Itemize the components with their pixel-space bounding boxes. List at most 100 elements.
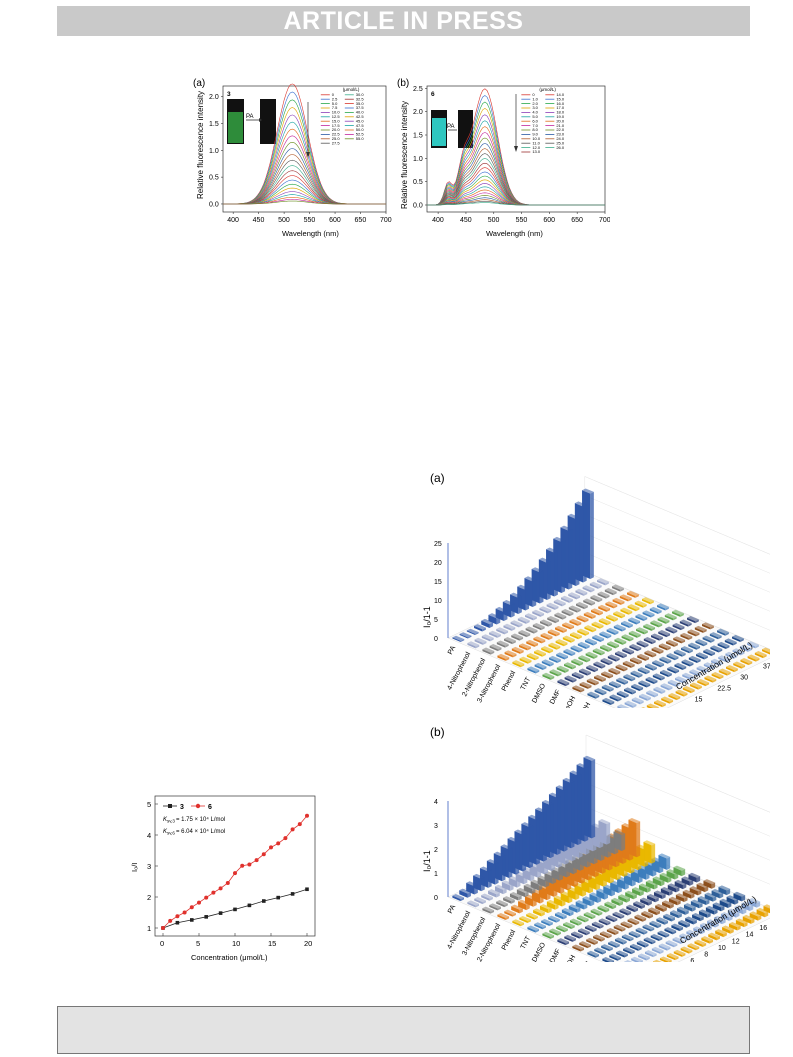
bar-side (646, 956, 650, 961)
bar-top (666, 869, 679, 875)
bar-side (489, 896, 493, 901)
z-tick-label: 25 (434, 541, 442, 548)
bar-top (534, 649, 546, 655)
bar-top (587, 950, 600, 956)
bar-side (530, 870, 535, 881)
bar-top (662, 900, 674, 906)
inset-pa-label: PA (246, 114, 254, 120)
legend-label: 26.0 (556, 145, 565, 150)
bar-top (568, 605, 581, 611)
legend-label: 17.0 (556, 105, 565, 110)
bar-top (569, 770, 582, 776)
bar-front (666, 954, 676, 961)
panel-a-label: (a) (193, 78, 205, 89)
spectrum-curve (223, 191, 386, 205)
bar-top (681, 876, 694, 882)
bar-side (497, 634, 501, 638)
sv-point-6 (197, 900, 201, 905)
bar-top (587, 691, 600, 697)
bar-side (580, 947, 585, 952)
bar-top (597, 905, 610, 911)
bar3d-figure-a: (a) I₀/1-1 0510152025PA4-Nitrophenol2-Ni… (422, 471, 770, 708)
analyte-label: MeOH (562, 954, 578, 962)
bar-side (594, 941, 598, 945)
bar-top (479, 866, 492, 872)
bar-front (604, 589, 614, 596)
bar-front (653, 892, 663, 899)
bar-top (575, 900, 588, 906)
bar-top (683, 903, 696, 909)
bar-side (580, 688, 585, 693)
bar-front (586, 680, 596, 686)
bar-top (667, 679, 680, 685)
bar-side (563, 915, 567, 920)
bar-top (599, 631, 612, 637)
bar-front (700, 924, 709, 931)
bar-front (637, 655, 646, 661)
bar-side (561, 540, 566, 594)
bar-front (733, 893, 742, 902)
bar-front (540, 621, 549, 627)
bar-top (634, 914, 647, 920)
bar-front (620, 922, 629, 929)
bar-front (530, 881, 539, 891)
bar-side (653, 953, 657, 958)
legend-label: 15.0 (556, 96, 565, 101)
bar-side (669, 699, 674, 704)
bar-top (631, 683, 644, 690)
bar-top (658, 853, 671, 859)
bar-front (682, 891, 692, 899)
bar-top (546, 547, 558, 553)
z-gridline (585, 806, 770, 885)
bar-side (565, 682, 570, 687)
bar-front (568, 593, 577, 600)
bar-top (548, 792, 561, 798)
y-tick-label: 1.5 (413, 133, 423, 140)
bar-top (656, 917, 669, 923)
legend-label: 27.5 (332, 140, 341, 145)
bar-top (564, 934, 576, 940)
bar-front (703, 880, 712, 889)
bar-front (638, 682, 647, 688)
bar-front (645, 678, 654, 685)
bar-side (664, 920, 669, 925)
bar-side (525, 588, 530, 611)
legend-label: 17.5 (332, 123, 341, 128)
ksv3-annotation: Ksv,3= 1.75 × 10⁴ L/mol (163, 816, 225, 824)
bar-front (688, 644, 697, 650)
bar-side (660, 950, 664, 954)
bar-side (527, 646, 531, 651)
bar-front (727, 910, 737, 918)
x-tick-label: 650 (355, 217, 367, 224)
bar-front (682, 674, 691, 680)
bar-top (561, 609, 574, 615)
bar-side (503, 888, 507, 895)
bar-side (583, 903, 588, 910)
bar-front (709, 633, 719, 640)
bar-front (701, 937, 710, 944)
bar-top (657, 616, 670, 622)
bar-top (660, 886, 673, 893)
bar-front (569, 620, 578, 626)
bar-side (572, 938, 576, 942)
sv-point-6 (283, 836, 288, 841)
bar-side (586, 931, 590, 936)
bar-front (562, 637, 572, 643)
bar-side (592, 915, 596, 920)
bar-front (728, 923, 738, 931)
bar-side (689, 649, 693, 654)
bar-front (598, 919, 608, 926)
bar-front (644, 652, 653, 658)
bar-top (762, 647, 770, 653)
bar-side (687, 936, 692, 941)
bar-top (502, 600, 515, 606)
bar-front (606, 629, 615, 636)
bar-top (564, 675, 577, 681)
bar-front (697, 680, 706, 687)
bar-top (501, 880, 514, 886)
bar-side (586, 645, 590, 650)
bar-side (676, 886, 680, 893)
bar-side (734, 668, 738, 673)
bar-top (542, 800, 554, 806)
bar-front (597, 906, 606, 913)
